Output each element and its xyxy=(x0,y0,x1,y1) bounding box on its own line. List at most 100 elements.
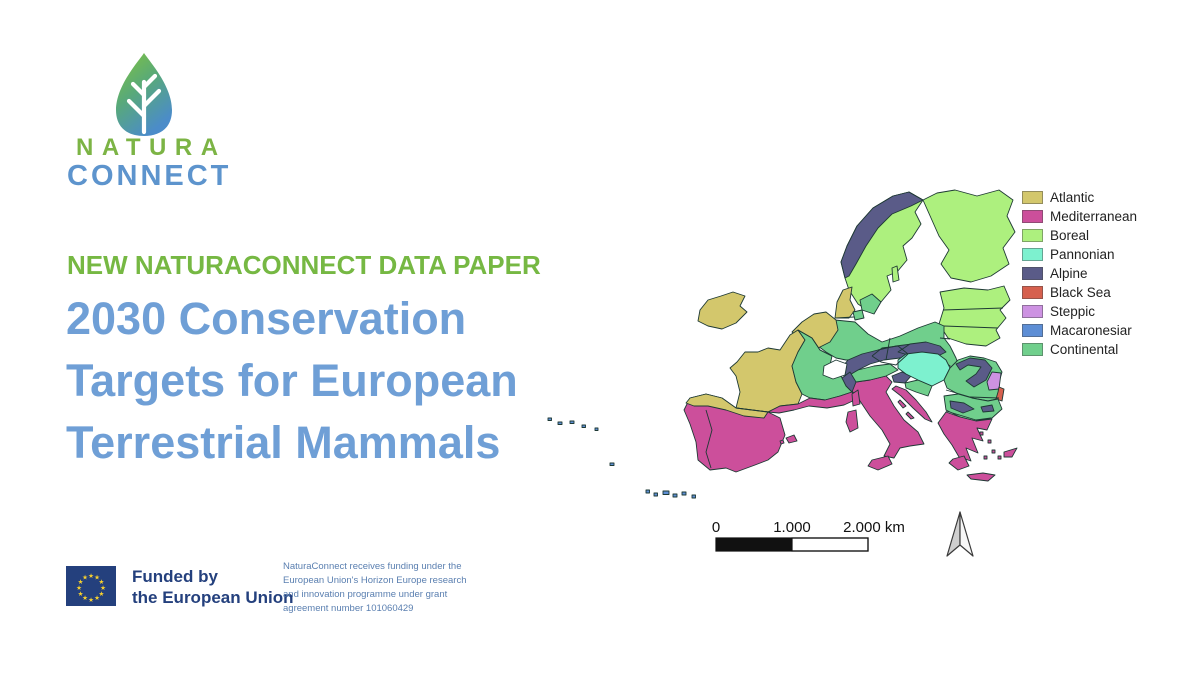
eu-flag-icon: ★ ★★★★★★★★★★★ xyxy=(66,566,116,606)
legend-item: Continental xyxy=(1022,340,1192,359)
logo-wordmark-natura: NATURA xyxy=(76,134,227,161)
title-line-3: Terrestrial Mammals xyxy=(66,417,501,468)
map-region xyxy=(897,399,907,409)
legend-swatch xyxy=(1022,248,1043,261)
scale-label-1000: 1.000 xyxy=(773,519,811,536)
map-region xyxy=(891,371,912,384)
north-arrow-icon xyxy=(946,511,974,557)
legend-item: Atlantic xyxy=(1022,188,1192,207)
naturaconnect-leaf-icon xyxy=(116,53,172,136)
legend-swatch xyxy=(1022,305,1043,318)
map-region xyxy=(779,439,785,445)
disclaimer-line-4: agreement number 101060429 xyxy=(283,603,414,614)
map-regions xyxy=(547,189,1018,499)
funded-by-line-2: the European Union xyxy=(132,588,294,607)
legend-swatch xyxy=(1022,343,1043,356)
map-region xyxy=(851,389,861,407)
map-region xyxy=(905,411,915,420)
legend-item: Macaronesiar xyxy=(1022,321,1192,340)
legend-label: Atlantic xyxy=(1050,190,1095,205)
legend-swatch xyxy=(1022,229,1043,242)
map-region xyxy=(987,439,992,444)
map-region xyxy=(966,472,996,482)
svg-text:★: ★ xyxy=(78,578,84,586)
scale-label-0: 0 xyxy=(712,519,720,536)
legend-label: Steppic xyxy=(1050,304,1096,319)
svg-text:★: ★ xyxy=(94,594,100,602)
map-region xyxy=(949,400,975,414)
legend-label: Macaronesiar xyxy=(1050,323,1132,338)
map-region xyxy=(997,455,1002,460)
country-borders xyxy=(705,191,1004,469)
svg-text:★: ★ xyxy=(98,578,104,586)
legend-swatch xyxy=(1022,191,1043,204)
map-region xyxy=(841,371,857,393)
legend-item: Alpine xyxy=(1022,264,1192,283)
legend-label: Alpine xyxy=(1050,266,1088,281)
legend-label: Black Sea xyxy=(1050,285,1111,300)
map-region xyxy=(986,371,1002,391)
map-region xyxy=(937,411,993,462)
legend-swatch xyxy=(1022,267,1043,280)
legend-swatch xyxy=(1022,286,1043,299)
map-region-macaronesia xyxy=(547,417,696,499)
page-title: 2030 Conservation Targets for European T… xyxy=(66,288,518,474)
svg-text:★: ★ xyxy=(76,584,82,592)
eu-flag-stars: ★ ★★★★★★★★★★★ xyxy=(76,572,106,604)
legend-item: Mediterranean xyxy=(1022,207,1192,226)
title-line-2: Targets for European xyxy=(66,355,518,406)
legend-label: Continental xyxy=(1050,342,1119,357)
svg-text:★: ★ xyxy=(98,590,104,598)
legend-item: Black Sea xyxy=(1022,283,1192,302)
map-region xyxy=(822,359,848,380)
disclaimer-line-2: European Union's Horizon Europe research xyxy=(283,575,467,586)
map-region xyxy=(980,404,995,413)
map-region xyxy=(834,286,856,319)
map-region xyxy=(867,455,893,471)
map-region xyxy=(938,285,1011,347)
map-region xyxy=(845,409,859,433)
map-region xyxy=(991,449,996,454)
map-legend: Atlantic Mediterranean Boreal Pannonian Alpi… xyxy=(1022,188,1192,359)
title-line-1: 2030 Conservation xyxy=(66,293,467,344)
map-region xyxy=(891,385,933,423)
leaf-tree-veins xyxy=(126,73,162,135)
disclaimer-line-1: NaturaConnect receives funding under the xyxy=(283,561,462,572)
svg-text:★: ★ xyxy=(94,573,100,581)
svg-text:★: ★ xyxy=(88,572,94,580)
legend-item: Steppic xyxy=(1022,302,1192,321)
europe-biogeo-map: 0 1.000 2.000 km xyxy=(547,189,1018,557)
legend-swatch xyxy=(1022,324,1043,337)
map-region xyxy=(685,393,769,419)
map-region xyxy=(979,431,984,436)
map-region xyxy=(948,455,970,471)
map-region xyxy=(891,265,900,283)
legend-swatch xyxy=(1022,210,1043,223)
map-region xyxy=(852,309,865,321)
svg-text:★: ★ xyxy=(88,596,94,604)
map-region xyxy=(697,291,748,330)
legend-item: Boreal xyxy=(1022,226,1192,245)
svg-text:★: ★ xyxy=(82,573,88,581)
legend-item: Pannonian xyxy=(1022,245,1192,264)
eyebrow-text: NEW NATURACONNECT DATA PAPER xyxy=(67,250,541,280)
svg-text:★: ★ xyxy=(82,594,88,602)
map-region xyxy=(922,189,1016,283)
map-region xyxy=(955,357,993,388)
funded-by-line-1: Funded by xyxy=(132,567,218,586)
funded-by-text: Funded by the European Union xyxy=(132,566,294,608)
map-figure: 0 1.000 2.000 km Atlantic Mediterranean Bo… xyxy=(540,160,1200,580)
scale-bar: 0 1.000 2.000 km xyxy=(712,519,905,552)
disclaimer-line-3: and innovation programme under grant xyxy=(283,589,448,600)
legend-label: Boreal xyxy=(1050,228,1090,243)
map-region xyxy=(983,455,988,460)
scale-label-2000: 2.000 km xyxy=(843,519,905,536)
map-region xyxy=(995,386,1005,402)
legend-label: Mediterranean xyxy=(1050,209,1138,224)
map-region xyxy=(1003,447,1018,458)
map-region xyxy=(785,434,798,444)
map-region xyxy=(859,293,882,315)
funding-disclaimer: NaturaConnect receives funding under the… xyxy=(283,560,466,616)
svg-text:★: ★ xyxy=(100,584,106,592)
logo-wordmark-connect: CONNECT xyxy=(67,160,232,192)
